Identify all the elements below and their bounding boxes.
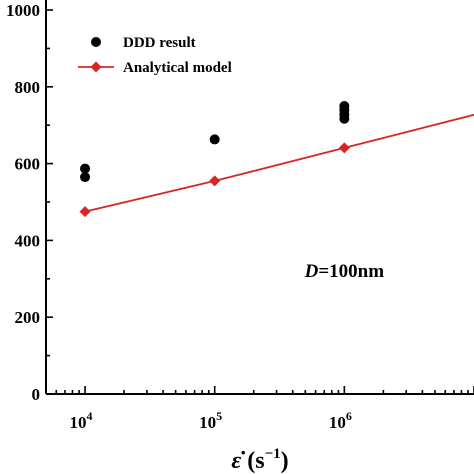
analytical-model-point xyxy=(209,175,221,187)
ddd-result-point xyxy=(80,163,91,174)
x-tick-label-base: 10 xyxy=(329,413,346,432)
analytical-model-line xyxy=(84,113,474,213)
ddd-result-point xyxy=(339,101,350,111)
y-tick-label: 800 xyxy=(15,78,41,97)
y-axis: 0 200 400 600 800 1000 xyxy=(6,1,53,404)
x-tick-label-base: 10 xyxy=(70,413,87,432)
annotation-layer: D=100nm xyxy=(304,261,385,282)
analytical-model-point xyxy=(79,206,91,218)
annotation-italic: D xyxy=(304,261,319,282)
series-layer xyxy=(79,101,474,218)
x-tick-label-exponent: 6 xyxy=(346,409,352,423)
x-tick-label-exponent: 4 xyxy=(87,409,93,423)
x-tick-label-exponent: 5 xyxy=(216,409,222,423)
y-tick-label: 200 xyxy=(15,308,41,327)
legend-diamond-swatch xyxy=(90,61,102,73)
x-tick-label: 104 xyxy=(70,409,93,432)
legend-circle-swatch xyxy=(91,37,101,47)
annotation-label: D=100nm xyxy=(304,261,385,282)
plot-frame xyxy=(45,0,474,395)
y-tick-label: 1000 xyxy=(6,1,40,20)
y-tick-label: 600 xyxy=(15,155,41,174)
y-tick-label: 400 xyxy=(15,231,41,250)
analytical-model-point xyxy=(338,142,350,154)
x-axis: 104 105 106 xyxy=(45,386,474,432)
legend: DDD result Analytical model xyxy=(78,35,232,76)
legend-label: Analytical model xyxy=(123,60,232,76)
ddd-result-point xyxy=(209,134,220,145)
x-tick-label: 105 xyxy=(199,409,222,432)
legend-label: DDD result xyxy=(123,35,196,51)
ddd-result-point xyxy=(80,172,91,183)
x-axis-label-unit-exponent: −1 xyxy=(265,446,281,462)
x-axis-label: ε̇ (s−1) xyxy=(231,446,288,474)
x-tick-label-base: 10 xyxy=(199,413,216,432)
x-axis-label-unit: (s xyxy=(241,448,264,474)
x-tick-label: 106 xyxy=(329,409,352,432)
y-tick-label: 0 xyxy=(32,385,41,404)
annotation-text: =100nm xyxy=(318,261,384,282)
x-axis-label-unit-close: ) xyxy=(281,448,289,474)
